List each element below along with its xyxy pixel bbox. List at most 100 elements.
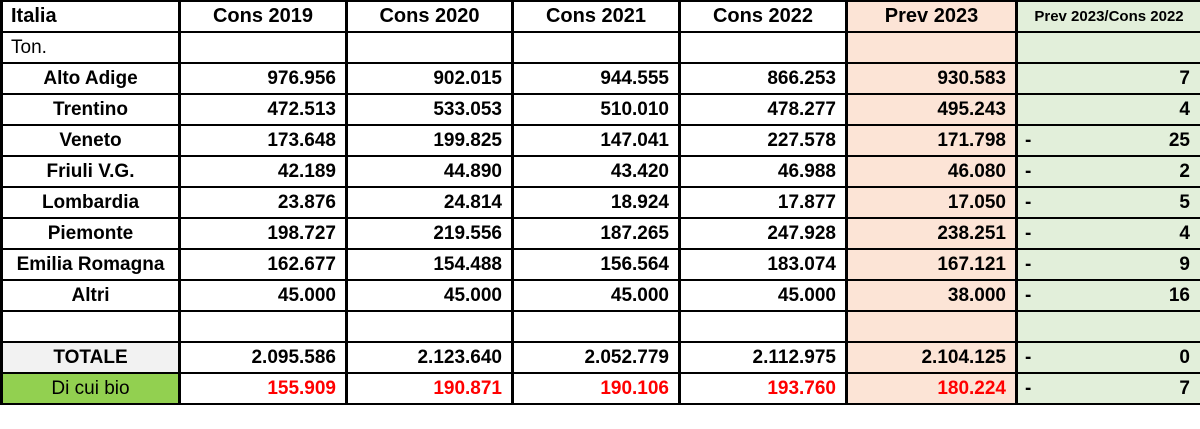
cell[interactable]: 533.053 <box>345 93 514 126</box>
header-italia[interactable]: Italia <box>0 0 181 33</box>
cell[interactable]: 2.095.586 <box>178 341 348 374</box>
row-label[interactable]: TOTALE <box>0 341 181 374</box>
cell[interactable]: 162.677 <box>178 248 348 281</box>
header-prev-2023[interactable]: Prev 2023 <box>845 0 1018 33</box>
cell[interactable]: 472.513 <box>178 93 348 126</box>
cell[interactable]: 219.556 <box>345 217 514 250</box>
row-label[interactable]: Di cui bio <box>0 372 181 405</box>
minus-sign: - <box>1025 191 1032 213</box>
cell[interactable]: 193.760 <box>678 372 848 405</box>
row-label[interactable] <box>0 310 181 343</box>
cell[interactable]: - 25 <box>1015 124 1200 157</box>
row-label[interactable]: Emilia Romagna <box>0 248 181 281</box>
cell[interactable]: 478.277 <box>678 93 848 126</box>
cell[interactable]: 2.104.125 <box>845 341 1018 374</box>
cell[interactable]: 198.727 <box>178 217 348 250</box>
cell[interactable]: -4 <box>1015 217 1200 250</box>
cell[interactable]: 45.000 <box>178 279 348 312</box>
cell[interactable]: 38.000 <box>845 279 1018 312</box>
cell[interactable]: 2.052.779 <box>511 341 681 374</box>
cell[interactable]: 495.243 <box>845 93 1018 126</box>
cell[interactable] <box>345 310 514 343</box>
header-cons-2019[interactable]: Cons 2019 <box>178 0 348 33</box>
cell[interactable]: -0 <box>1015 341 1200 374</box>
cell[interactable]: 2.123.640 <box>345 341 514 374</box>
cell[interactable]: 45.000 <box>678 279 848 312</box>
ratio-value: 0 <box>1179 346 1190 368</box>
cell[interactable]: 187.265 <box>511 217 681 250</box>
cell[interactable]: 167.121 <box>845 248 1018 281</box>
row-label[interactable]: Alto Adige <box>0 62 181 95</box>
cell[interactable]: 18.924 <box>511 186 681 219</box>
cell[interactable] <box>1015 31 1200 64</box>
cell[interactable]: 17.877 <box>678 186 848 219</box>
cell[interactable]: 173.648 <box>178 124 348 157</box>
cell[interactable]: 171.798 <box>845 124 1018 157</box>
row-label[interactable]: Piemonte <box>0 217 181 250</box>
cell[interactable]: 46.080 <box>845 155 1018 188</box>
cell[interactable]: 510.010 <box>511 93 681 126</box>
cell[interactable]: 199.825 <box>345 124 514 157</box>
cell[interactable]: 183.074 <box>678 248 848 281</box>
row-label[interactable]: Lombardia <box>0 186 181 219</box>
cell[interactable]: 227.578 <box>678 124 848 157</box>
cell[interactable]: 7 <box>1015 62 1200 95</box>
cell[interactable] <box>345 31 514 64</box>
cell[interactable]: 43.420 <box>511 155 681 188</box>
minus-sign: - <box>1025 346 1032 368</box>
cell[interactable]: 866.253 <box>678 62 848 95</box>
cell[interactable]: 155.909 <box>178 372 348 405</box>
cell[interactable]: 46.988 <box>678 155 848 188</box>
cell[interactable]: 930.583 <box>845 62 1018 95</box>
cell[interactable]: 24.814 <box>345 186 514 219</box>
cell[interactable] <box>845 310 1018 343</box>
row-label[interactable]: Veneto <box>0 124 181 157</box>
cell[interactable]: 17.050 <box>845 186 1018 219</box>
cell[interactable] <box>178 31 348 64</box>
cell[interactable] <box>678 310 848 343</box>
cell[interactable]: -5 <box>1015 186 1200 219</box>
cell[interactable]: 156.564 <box>511 248 681 281</box>
cell[interactable] <box>678 31 848 64</box>
cell[interactable] <box>178 310 348 343</box>
cell[interactable]: 44.890 <box>345 155 514 188</box>
row-ton: Ton. <box>0 31 1200 64</box>
header-cons-2021[interactable]: Cons 2021 <box>511 0 681 33</box>
cell[interactable]: 45.000 <box>345 279 514 312</box>
cell[interactable]: -9 <box>1015 248 1200 281</box>
ratio-value: 7 <box>1179 67 1190 89</box>
cell[interactable]: 976.956 <box>178 62 348 95</box>
row-blank <box>0 310 1200 343</box>
cell[interactable]: -7 <box>1015 372 1200 405</box>
cell[interactable]: 23.876 <box>178 186 348 219</box>
cell[interactable]: 190.871 <box>345 372 514 405</box>
cell[interactable]: 45.000 <box>511 279 681 312</box>
cell[interactable]: - 16 <box>1015 279 1200 312</box>
cell[interactable]: 147.041 <box>511 124 681 157</box>
cell[interactable]: 902.015 <box>345 62 514 95</box>
cell[interactable] <box>1015 310 1200 343</box>
cell[interactable]: 4 <box>1015 93 1200 126</box>
header-cons-2020[interactable]: Cons 2020 <box>345 0 514 33</box>
cell[interactable] <box>511 31 681 64</box>
row-label[interactable]: Trentino <box>0 93 181 126</box>
cell[interactable]: 42.189 <box>178 155 348 188</box>
cell[interactable] <box>845 31 1018 64</box>
cell[interactable]: 190.106 <box>511 372 681 405</box>
cell[interactable]: -2 <box>1015 155 1200 188</box>
cell[interactable]: 154.488 <box>345 248 514 281</box>
header-row: Italia Cons 2019 Cons 2020 Cons 2021 Con… <box>0 0 1200 33</box>
cell[interactable]: 180.224 <box>845 372 1018 405</box>
cell[interactable] <box>511 310 681 343</box>
cell[interactable]: 238.251 <box>845 217 1018 250</box>
header-cons-2022[interactable]: Cons 2022 <box>678 0 848 33</box>
unit-label[interactable]: Ton. <box>0 31 181 64</box>
cell[interactable]: 247.928 <box>678 217 848 250</box>
row-label[interactable]: Altri <box>0 279 181 312</box>
row-trentino: Trentino 472.513 533.053 510.010 478.277… <box>0 93 1200 126</box>
cell[interactable]: 2.112.975 <box>678 341 848 374</box>
header-ratio[interactable]: Prev 2023/Cons 2022 <box>1015 0 1200 33</box>
cell[interactable]: 944.555 <box>511 62 681 95</box>
minus-sign: - <box>1025 160 1032 182</box>
row-label[interactable]: Friuli V.G. <box>0 155 181 188</box>
